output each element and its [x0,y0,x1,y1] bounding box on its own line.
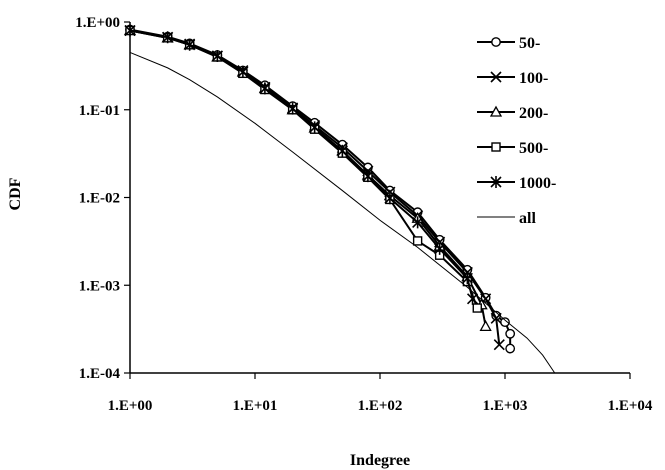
data-point [466,292,479,305]
x-tick-label: 1.E+04 [608,398,653,414]
data-point [309,121,321,134]
data-point [259,82,271,95]
x-tick-label: 1.E+02 [358,398,403,414]
series-200-group [123,24,492,332]
y-axis-label: CDF [7,177,24,210]
x-tick-label: 1.E+03 [483,398,528,414]
legend-label: 50- [519,35,540,52]
legend-label: 1000- [519,175,556,192]
data-point [412,236,423,246]
x-tick-label: 1.E+00 [108,398,153,414]
y-tick-label: 1.E-02 [79,191,120,207]
y-tick-label: 1.E-01 [79,103,120,119]
legend-item: 200- [477,105,548,122]
legend-marker [491,37,501,47]
series-100-group [124,24,505,351]
legend-item: 50- [477,35,540,52]
y-tick-label: 1.E-04 [79,366,121,382]
data-point [211,49,223,62]
data-point [384,192,396,205]
data-point [461,272,473,285]
series-500-group [125,25,482,313]
y-tick-label: 1.E+00 [75,15,120,31]
legend: 50- 100- 200- 500- 1000- all [477,35,556,227]
data-point [287,102,299,115]
series-line [129,51,556,374]
data-point [434,242,446,255]
data-point [505,328,516,339]
plot-area [130,22,630,373]
series-1000-group [124,24,479,305]
x-tick-label: 1.E+01 [233,398,278,414]
legend-marker [491,142,501,152]
series-line [129,28,512,349]
plot-frame [130,22,630,373]
data-point [479,320,492,332]
data-point [237,65,249,78]
data-point [162,31,174,44]
data-point [505,343,516,354]
legend-item: 100- [477,70,548,87]
axes-layer: 1.E+00 1.E+01 1.E+02 1.E+03 1.E+04 1.E+00 1.E-… [75,15,653,414]
series-layer [123,24,556,374]
legend-marker [489,105,503,117]
x-axis-label: Indegree [350,452,410,469]
series-line [129,29,479,309]
series-line [129,29,487,327]
y-tick-label: 1.E-03 [79,278,120,294]
data-point [336,144,348,157]
data-point [362,170,374,183]
legend-label: all [519,210,536,227]
data-point [493,339,505,351]
legend-label: 200- [519,105,548,122]
legend-label: 500- [519,140,548,157]
data-point [412,216,424,229]
legend-marker [490,176,502,188]
series-50-group [125,24,516,354]
data-point [184,38,196,51]
series-line [129,29,474,300]
legend-marker [490,71,502,83]
legend-item: all [477,210,536,227]
legend-item: 1000- [477,175,556,192]
series-all-group [129,51,556,374]
legend-item: 500- [477,140,548,157]
data-point [472,303,482,313]
legend-label: 100- [519,70,548,87]
